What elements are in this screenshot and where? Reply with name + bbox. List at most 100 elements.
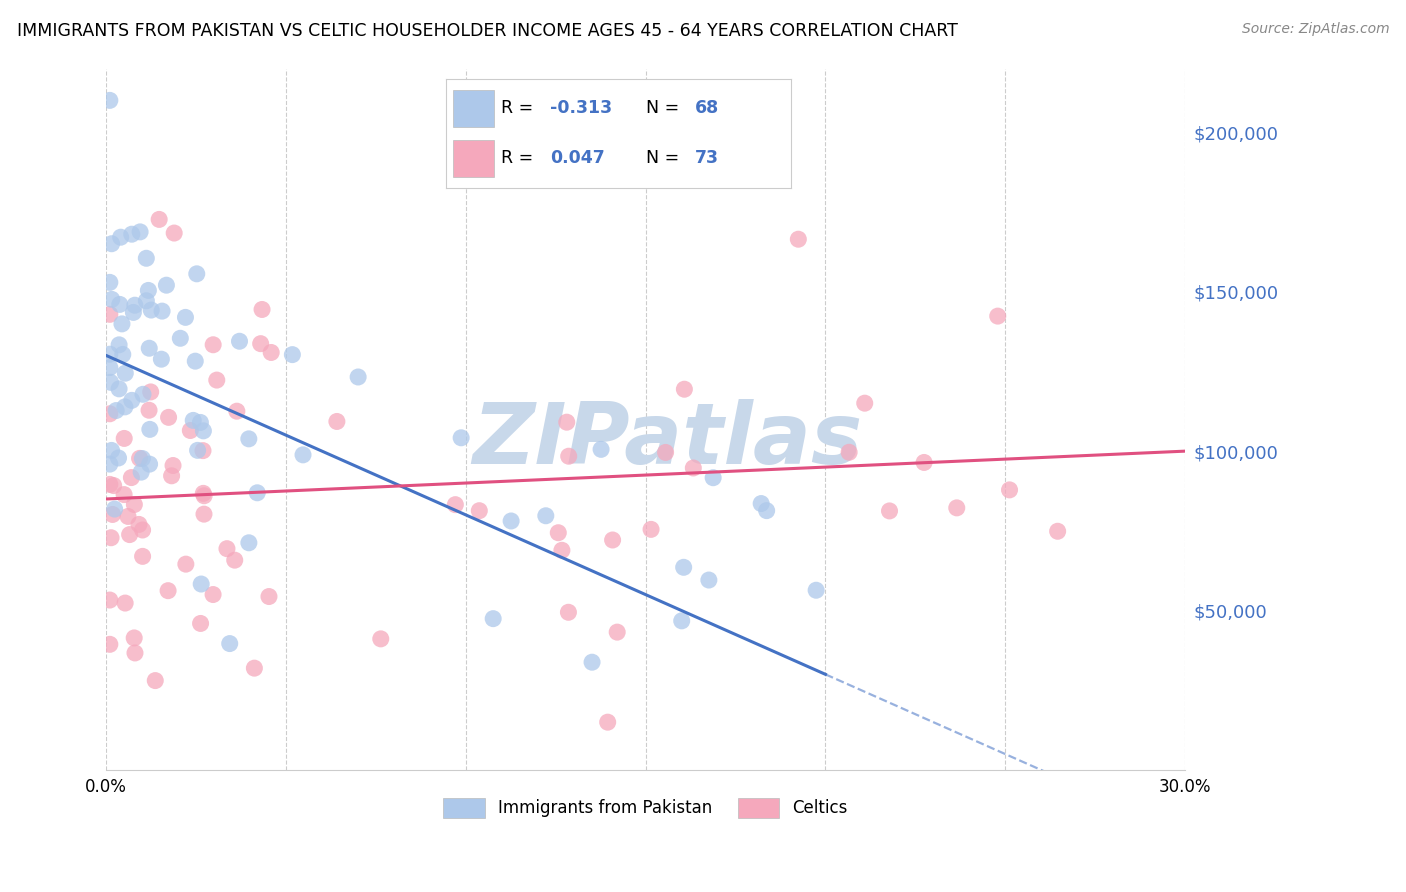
Point [138,284,160,298]
Point [107,450,129,465]
Point [138,403,160,417]
Point [190,616,212,631]
Point [124,298,146,312]
Point [482,612,505,626]
Point [281,348,304,362]
Point [551,543,574,558]
Point [250,302,273,317]
Point [292,448,315,462]
Point [128,451,150,466]
Point [186,267,208,281]
Point [131,549,153,564]
Point [174,557,197,571]
Point [555,415,578,429]
Point [98,407,121,421]
Point [131,451,153,466]
Point [121,227,143,242]
Point [98,477,121,491]
Point [104,502,127,516]
Point [602,533,624,547]
Point [238,432,260,446]
Point [697,573,720,587]
Point [138,457,160,471]
Point [450,431,472,445]
Point [547,525,569,540]
Point [468,504,491,518]
Point [100,376,122,390]
Point [682,461,704,475]
Point [853,396,876,410]
Point [174,310,197,325]
Point [135,252,157,266]
Point [215,541,238,556]
Point [122,631,145,645]
Point [143,673,166,688]
Point [131,523,153,537]
Point [202,588,225,602]
Point [193,486,215,500]
Point [606,625,628,640]
Point [114,400,136,414]
Point [105,403,128,417]
Point [191,443,214,458]
Point [702,471,724,485]
Point [110,230,132,244]
Point [444,498,467,512]
Point [160,468,183,483]
Point [672,560,695,574]
Point [238,536,260,550]
Point [114,596,136,610]
Point [122,305,145,319]
Point [124,498,146,512]
Point [998,483,1021,497]
Point [591,442,613,457]
Point [326,415,349,429]
Point [347,370,370,384]
Text: Source: ZipAtlas.com: Source: ZipAtlas.com [1241,22,1389,37]
Point [111,347,134,361]
Point [246,485,269,500]
Point [370,632,392,646]
Point [673,382,696,396]
Point [879,504,901,518]
Point [108,382,131,396]
Point [139,384,162,399]
Point [243,661,266,675]
Point [987,309,1010,323]
Point [190,577,212,591]
Point [98,347,121,361]
Point [187,443,209,458]
Point [193,507,215,521]
Point [120,470,142,484]
Point [205,373,228,387]
Point [139,422,162,436]
Point [228,334,250,349]
Point [755,503,778,517]
Text: ZIPatlas: ZIPatlas [472,399,862,482]
Point [98,276,121,290]
Point [218,636,240,650]
Point [117,509,139,524]
Point [121,393,143,408]
Point [98,307,121,321]
Point [249,336,271,351]
Point [787,232,810,246]
Point [163,226,186,240]
Point [100,443,122,458]
Point [157,583,180,598]
Point [169,331,191,345]
Point [128,517,150,532]
Point [596,715,619,730]
Point [150,304,173,318]
Point [155,278,177,293]
Point [749,497,772,511]
Point [190,416,212,430]
Point [157,410,180,425]
Point [112,432,135,446]
Point [260,345,283,359]
Point [640,522,662,536]
Point [118,527,141,541]
Point [162,458,184,473]
Point [129,225,152,239]
Text: IMMIGRANTS FROM PAKISTAN VS CELTIC HOUSEHOLDER INCOME AGES 45 - 64 YEARS CORRELA: IMMIGRANTS FROM PAKISTAN VS CELTIC HOUSE… [17,22,957,40]
